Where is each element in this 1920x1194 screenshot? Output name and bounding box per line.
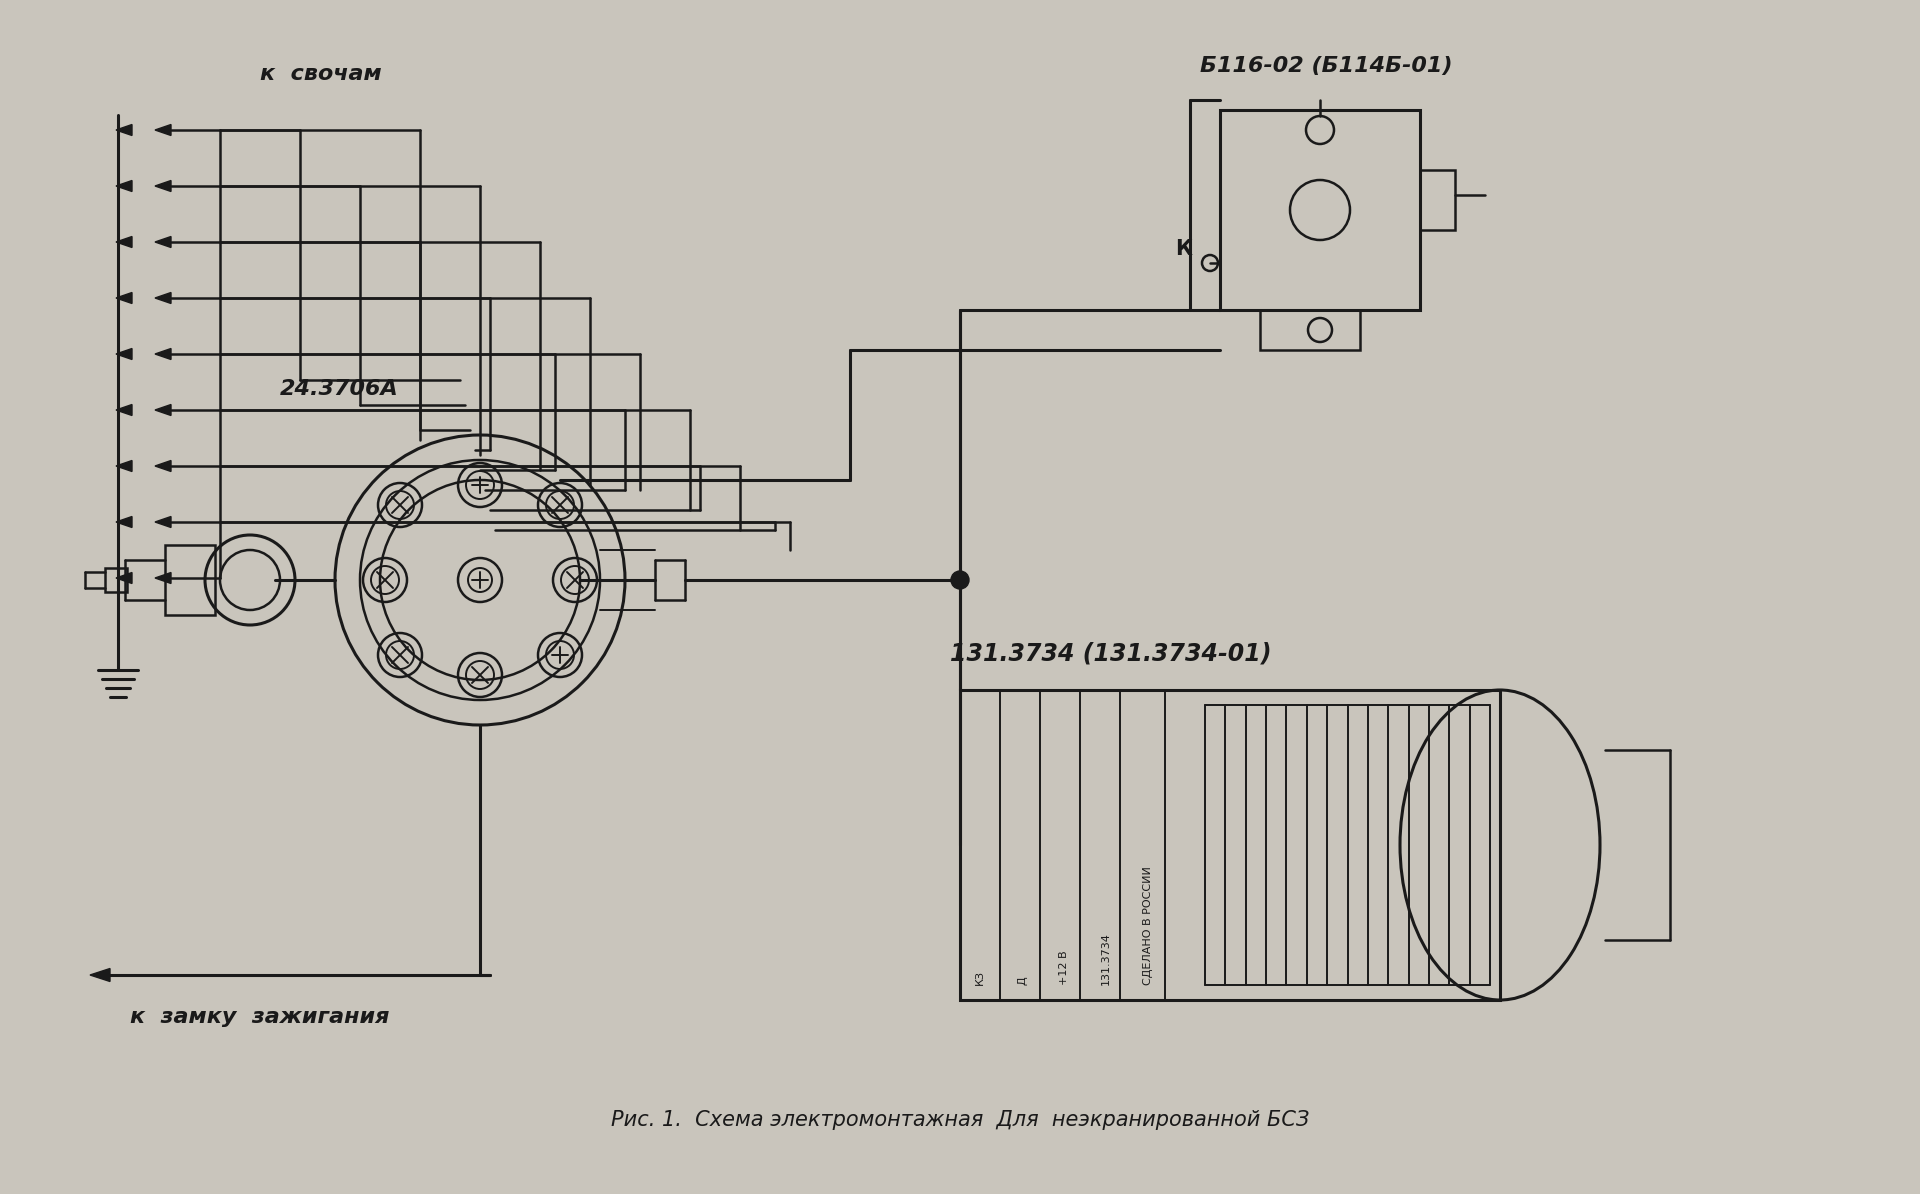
Polygon shape [115,405,132,416]
Polygon shape [156,572,171,584]
Text: КЗ: КЗ [975,970,985,985]
Text: к  замку  зажигания: к замку зажигания [131,1007,390,1027]
Text: Рис. 1.  Схема электромонтажная  Для  неэкранированной БСЗ: Рис. 1. Схема электромонтажная Для неэкр… [611,1110,1309,1130]
Polygon shape [156,517,171,528]
Polygon shape [115,572,132,584]
Polygon shape [115,180,132,191]
Text: 131.3734 (131.3734-01): 131.3734 (131.3734-01) [950,641,1271,665]
Bar [165,544,215,615]
Polygon shape [90,968,109,981]
Polygon shape [115,517,132,528]
Bar [1260,310,1359,350]
Polygon shape [156,124,171,135]
Text: +12 В: +12 В [1060,950,1069,985]
Text: к  свочам: к свочам [259,64,382,84]
Bar [960,690,1500,1001]
Polygon shape [115,236,132,247]
Text: 24.3706А: 24.3706А [280,378,399,399]
Bar [1219,110,1421,310]
Text: Б116-02 (Б114Б-01): Б116-02 (Б114Б-01) [1200,56,1453,76]
Polygon shape [156,236,171,247]
Text: СДЕЛАНО В РОСCИИ: СДЕЛАНО В РОСCИИ [1142,866,1154,985]
Polygon shape [156,405,171,416]
Polygon shape [156,293,171,303]
Polygon shape [115,293,132,303]
Text: Д: Д [1018,977,1027,985]
Polygon shape [156,461,171,472]
Polygon shape [115,461,132,472]
Polygon shape [156,349,171,359]
Polygon shape [115,349,132,359]
Bar [1421,170,1455,230]
Text: 131.3734: 131.3734 [1100,933,1112,985]
Circle shape [950,571,970,589]
Text: К: К [1175,239,1192,259]
Polygon shape [156,180,171,191]
Bar [106,568,127,592]
Polygon shape [115,124,132,135]
